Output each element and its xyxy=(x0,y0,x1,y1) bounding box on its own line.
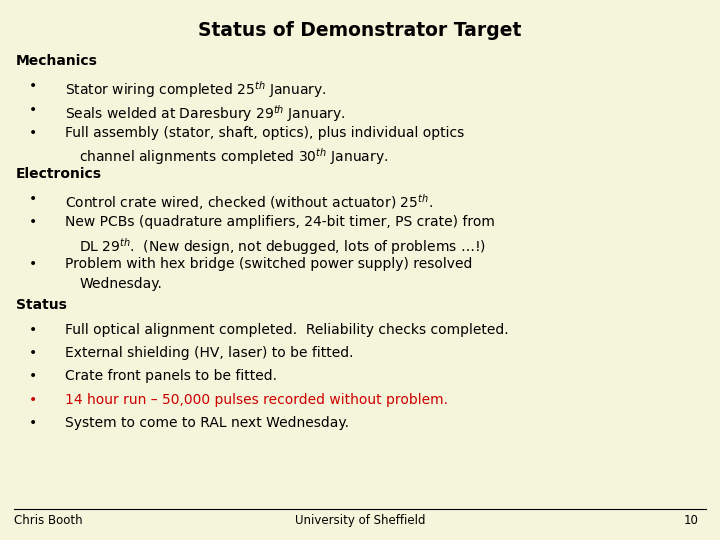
Text: Status: Status xyxy=(16,298,67,312)
Text: Status of Demonstrator Target: Status of Demonstrator Target xyxy=(198,21,522,39)
Text: 14 hour run – 50,000 pulses recorded without problem.: 14 hour run – 50,000 pulses recorded wit… xyxy=(65,393,448,407)
Text: •: • xyxy=(29,346,37,360)
Text: •: • xyxy=(29,323,37,337)
Text: New PCBs (quadrature amplifiers, 24-bit timer, PS crate) from: New PCBs (quadrature amplifiers, 24-bit … xyxy=(65,215,495,230)
Text: •: • xyxy=(29,126,37,140)
Text: External shielding (HV, laser) to be fitted.: External shielding (HV, laser) to be fit… xyxy=(65,346,354,360)
Text: Wednesday.: Wednesday. xyxy=(79,277,162,291)
Text: •: • xyxy=(29,416,37,430)
Text: •: • xyxy=(29,256,37,271)
Text: University of Sheffield: University of Sheffield xyxy=(294,514,426,527)
Text: Stator wiring completed 25$^{th}$ January.: Stator wiring completed 25$^{th}$ Januar… xyxy=(65,79,326,100)
Text: channel alignments completed 30$^{th}$ January.: channel alignments completed 30$^{th}$ J… xyxy=(79,146,388,167)
Text: •: • xyxy=(29,192,37,206)
Text: •: • xyxy=(29,369,37,383)
Text: Electronics: Electronics xyxy=(16,167,102,181)
Text: System to come to RAL next Wednesday.: System to come to RAL next Wednesday. xyxy=(65,416,348,430)
Text: •: • xyxy=(29,79,37,93)
Text: Problem with hex bridge (switched power supply) resolved: Problem with hex bridge (switched power … xyxy=(65,256,472,271)
Text: Full assembly (stator, shaft, optics), plus individual optics: Full assembly (stator, shaft, optics), p… xyxy=(65,126,464,140)
Text: Seals welded at Daresbury 29$^{th}$ January.: Seals welded at Daresbury 29$^{th}$ Janu… xyxy=(65,103,345,124)
Text: DL 29$^{th}$.  (New design, not debugged, lots of problems …!): DL 29$^{th}$. (New design, not debugged,… xyxy=(79,236,486,257)
Text: •: • xyxy=(29,103,37,117)
Text: Mechanics: Mechanics xyxy=(16,54,98,68)
Text: Chris Booth: Chris Booth xyxy=(14,514,83,527)
Text: •: • xyxy=(29,393,37,407)
Text: Crate front panels to be fitted.: Crate front panels to be fitted. xyxy=(65,369,276,383)
Text: 10: 10 xyxy=(683,514,698,527)
Text: Control crate wired, checked (without actuator) 25$^{th}$.: Control crate wired, checked (without ac… xyxy=(65,192,433,212)
Text: •: • xyxy=(29,215,37,230)
Text: Full optical alignment completed.  Reliability checks completed.: Full optical alignment completed. Reliab… xyxy=(65,323,508,337)
